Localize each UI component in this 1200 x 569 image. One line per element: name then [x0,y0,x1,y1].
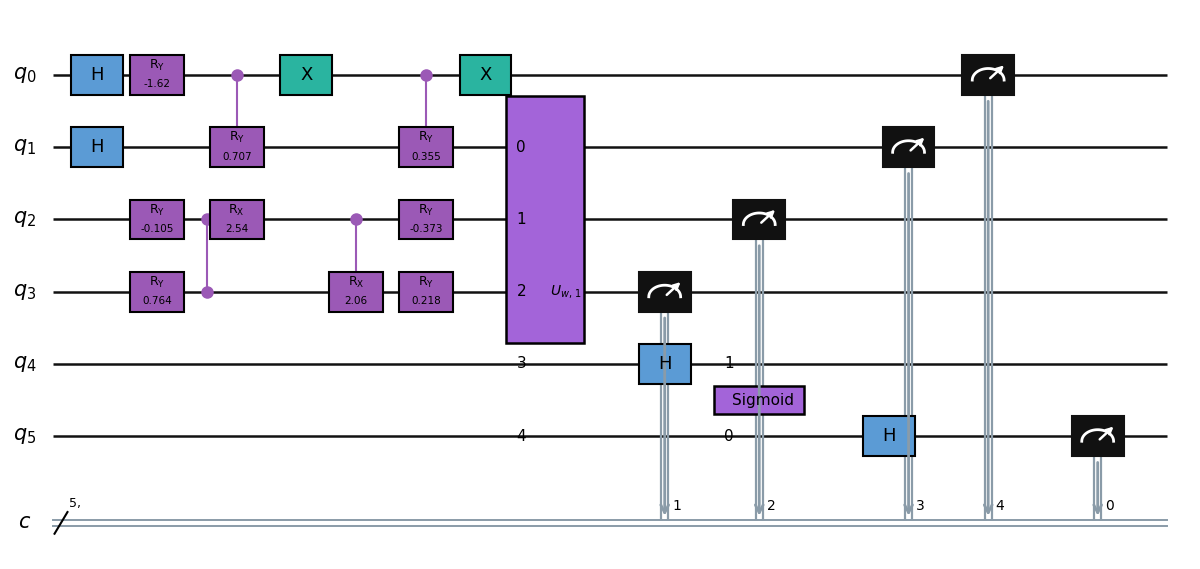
Text: $\mathrm{R_Y}$: $\mathrm{R_Y}$ [418,203,434,218]
Text: H: H [882,427,895,445]
Text: 3: 3 [916,498,925,513]
FancyBboxPatch shape [281,55,332,95]
Text: -1.62: -1.62 [144,80,170,89]
Text: -0.373: -0.373 [409,224,443,234]
Text: $\mathit{q}_{3}$: $\mathit{q}_{3}$ [13,282,36,302]
Text: H: H [658,355,672,373]
Text: 1: 1 [516,212,526,227]
Text: H: H [90,138,104,156]
Text: 5,: 5, [70,497,82,510]
Text: $\mathrm{R_Y}$: $\mathrm{R_Y}$ [149,203,166,218]
Text: 2: 2 [516,284,526,299]
Text: $\mathrm{R_Y}$: $\mathrm{R_Y}$ [149,275,166,290]
Text: $\mathit{q}_{0}$: $\mathit{q}_{0}$ [13,65,36,85]
FancyBboxPatch shape [398,272,452,312]
FancyBboxPatch shape [863,417,914,456]
FancyBboxPatch shape [72,55,124,95]
Text: $\mathit{c}$: $\mathit{c}$ [18,513,31,533]
Text: $\mathrm{R_X}$: $\mathrm{R_X}$ [348,275,365,290]
Text: $\mathit{q}_{4}$: $\mathit{q}_{4}$ [13,354,36,374]
Text: $\mathit{q}_{1}$: $\mathit{q}_{1}$ [13,137,36,157]
FancyBboxPatch shape [329,272,383,312]
Text: $\mathit{q}_{5}$: $\mathit{q}_{5}$ [13,426,36,446]
FancyBboxPatch shape [962,55,1014,95]
Text: X: X [479,66,492,84]
Text: 0: 0 [1105,498,1114,513]
Text: Sigmoid: Sigmoid [732,393,794,407]
Text: 1: 1 [672,498,682,513]
FancyBboxPatch shape [398,200,452,240]
Text: 0: 0 [516,140,526,155]
Text: $\mathrm{R_Y}$: $\mathrm{R_Y}$ [229,130,245,146]
Text: $\mathrm{R_Y}$: $\mathrm{R_Y}$ [149,58,166,73]
Text: H: H [90,66,104,84]
FancyBboxPatch shape [638,344,690,384]
Text: 2.06: 2.06 [344,296,367,306]
FancyBboxPatch shape [130,272,185,312]
Text: 0.707: 0.707 [222,152,252,162]
FancyBboxPatch shape [72,127,124,167]
Text: 0.218: 0.218 [410,296,440,306]
Text: 0: 0 [725,428,734,444]
Text: 2: 2 [767,498,775,513]
FancyBboxPatch shape [714,386,804,414]
Text: 0.355: 0.355 [410,152,440,162]
Text: 2.54: 2.54 [226,224,248,234]
Text: 1: 1 [725,356,734,372]
Text: $\mathit{q}_{2}$: $\mathit{q}_{2}$ [13,209,36,229]
Text: 3: 3 [516,356,526,372]
Text: 0.764: 0.764 [142,296,172,306]
FancyBboxPatch shape [398,127,452,167]
Text: 4: 4 [516,428,526,444]
Text: $\mathrm{R_Y}$: $\mathrm{R_Y}$ [418,130,434,146]
FancyBboxPatch shape [210,200,264,240]
Text: $\mathrm{R_Y}$: $\mathrm{R_Y}$ [418,275,434,290]
Text: -0.105: -0.105 [140,224,174,234]
FancyBboxPatch shape [130,200,185,240]
FancyBboxPatch shape [130,55,185,95]
FancyBboxPatch shape [460,55,511,95]
Text: $\mathrm{R_X}$: $\mathrm{R_X}$ [228,203,245,218]
FancyBboxPatch shape [638,272,690,312]
FancyBboxPatch shape [210,127,264,167]
Text: X: X [300,66,312,84]
Text: $U_{w,\,1}$: $U_{w,\,1}$ [551,283,582,300]
FancyBboxPatch shape [1072,417,1123,456]
FancyBboxPatch shape [733,200,785,240]
FancyBboxPatch shape [883,127,935,167]
Text: 4: 4 [996,498,1004,513]
FancyBboxPatch shape [506,96,584,343]
